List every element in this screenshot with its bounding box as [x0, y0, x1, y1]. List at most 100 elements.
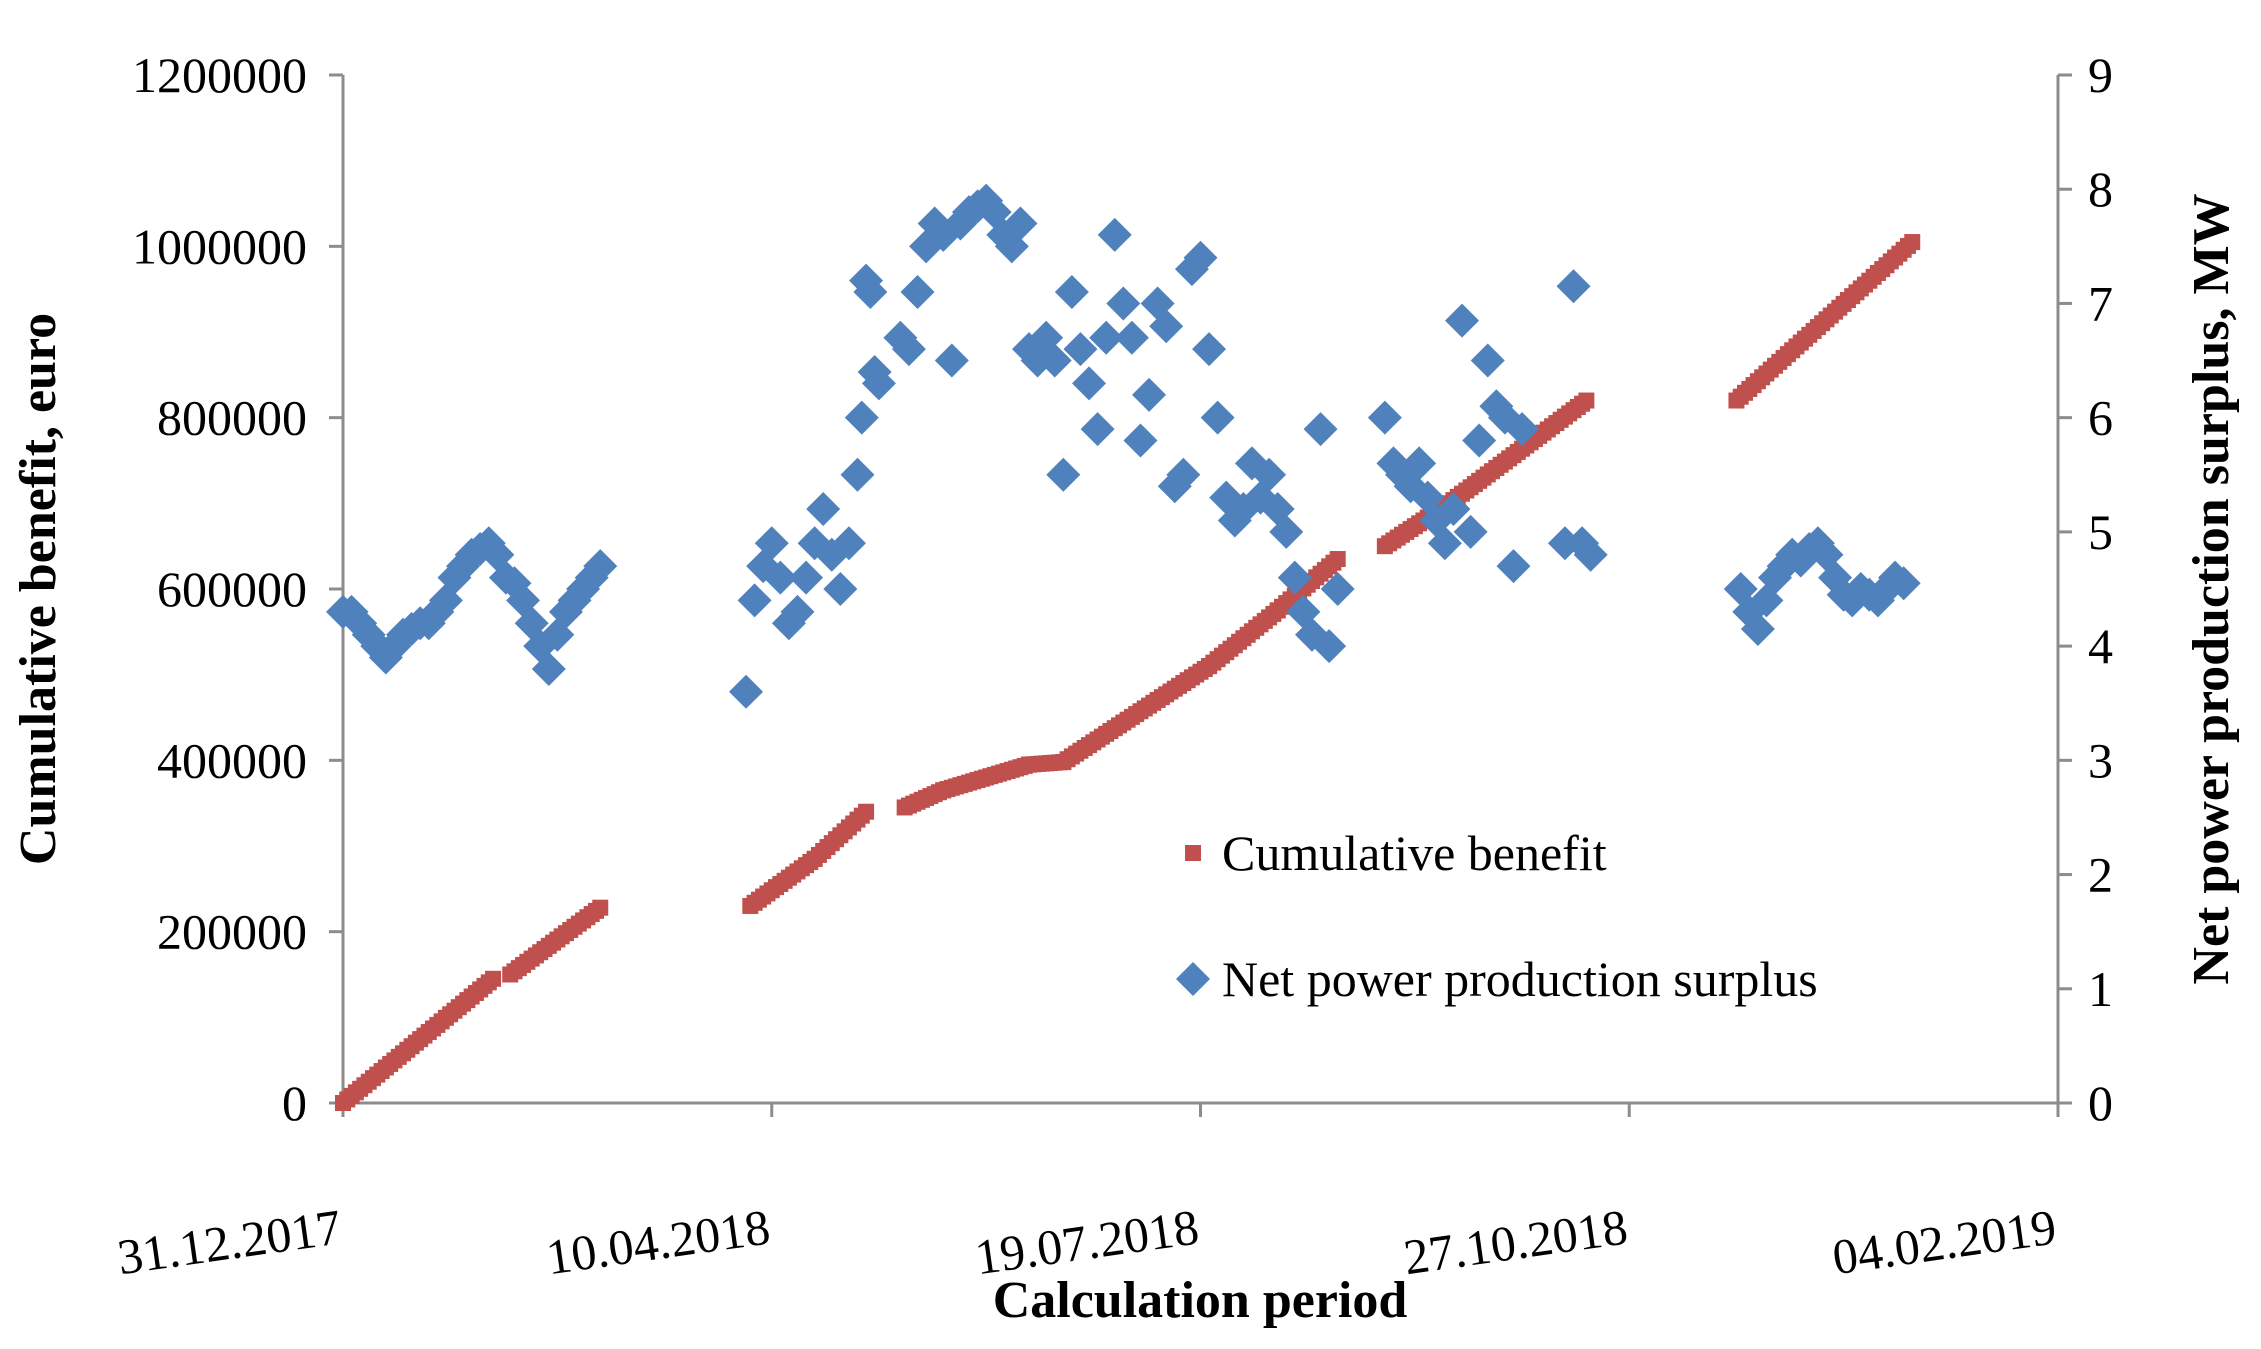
net-power-surplus-point	[1886, 566, 1921, 601]
net-power-surplus-point	[861, 366, 896, 401]
net-power-surplus-point	[754, 526, 789, 561]
x-tick-label: 27.10.2018	[1400, 1198, 1631, 1285]
net-power-surplus-point	[1470, 343, 1505, 378]
right-y-tick-label: 7	[2088, 275, 2113, 331]
net-power-surplus-point	[1063, 332, 1098, 367]
net-power-surplus-point	[1496, 549, 1531, 584]
net-power-surplus-point	[831, 526, 866, 561]
net-power-surplus-point	[1192, 332, 1227, 367]
left-y-tick-label: 1000000	[132, 218, 307, 274]
legend: Cumulative benefit Net power production …	[1176, 825, 1818, 1007]
net-power-surplus-point	[1312, 629, 1347, 664]
x-axis-title: Calculation period	[993, 1272, 1408, 1329]
net-power-surplus-point	[1277, 560, 1312, 595]
left-y-tick-label: 0	[282, 1075, 307, 1131]
net-power-surplus-point	[1166, 457, 1201, 492]
net-power-surplus-point	[1123, 423, 1158, 458]
series-cumulative-benefit	[335, 234, 1921, 1111]
left-y-tick-label: 600000	[157, 561, 307, 617]
cumulative-benefit-point	[1329, 551, 1346, 568]
net-power-surplus-point	[737, 583, 772, 618]
cumulative-benefit-point	[858, 803, 875, 820]
net-power-surplus-point	[1427, 526, 1462, 561]
net-power-surplus-point	[1740, 611, 1775, 646]
right-y-tick-label: 8	[2088, 161, 2113, 217]
net-power-surplus-point	[1453, 514, 1488, 549]
cumulative-benefit-point	[485, 970, 502, 987]
net-power-surplus-point	[1505, 412, 1540, 447]
left-y-axis-title: Cumulative benefit, euro	[10, 313, 67, 865]
net-power-surplus-point	[1547, 526, 1582, 561]
net-power-surplus-point	[1573, 537, 1608, 572]
net-power-surplus-point	[1200, 400, 1235, 435]
net-power-surplus-point	[789, 560, 824, 595]
x-tick-label: 10.04.2018	[543, 1198, 774, 1285]
net-power-surplus-point	[1097, 217, 1132, 252]
net-power-surplus-point	[900, 275, 935, 310]
net-power-surplus-point	[1174, 252, 1209, 287]
net-power-surplus-point	[1072, 366, 1107, 401]
legend-label-cumulative-benefit: Cumulative benefit	[1222, 825, 1607, 881]
series-net-power-surplus	[326, 183, 1921, 709]
right-y-tick-label: 4	[2088, 618, 2113, 674]
cumulative-benefit-point	[1578, 392, 1595, 409]
left-y-tick-label: 400000	[157, 732, 307, 788]
right-y-tick-label: 0	[2088, 1075, 2113, 1131]
net-power-surplus-point	[823, 572, 858, 606]
plot-area	[341, 75, 2060, 1105]
net-power-surplus-point	[780, 594, 815, 629]
net-power-surplus-point	[806, 492, 841, 527]
net-power-surplus-point	[1054, 275, 1089, 310]
right-y-ticks: 0 1 2 3 4 5 6 7 8 9	[2058, 47, 2113, 1131]
net-power-surplus-point	[1320, 572, 1355, 606]
right-y-tick-label: 5	[2088, 504, 2113, 560]
right-y-tick-label: 3	[2088, 732, 2113, 788]
net-power-surplus-point	[1402, 446, 1437, 481]
net-power-surplus-point	[1132, 377, 1167, 412]
net-power-surplus-point	[1303, 412, 1338, 447]
cumulative-benefit-point	[1904, 234, 1921, 251]
net-power-surplus-point	[1462, 423, 1497, 458]
net-power-surplus-point	[1436, 492, 1471, 527]
net-power-surplus-point	[531, 651, 566, 686]
net-power-surplus-point	[934, 343, 969, 378]
net-power-surplus-point	[1003, 206, 1038, 241]
net-power-surplus-point	[853, 275, 888, 310]
net-power-surplus-point	[844, 400, 879, 435]
left-y-ticks: 0 200000 400000 600000 800000 1000000 1200000	[132, 47, 343, 1131]
left-y-tick-label: 200000	[157, 904, 307, 960]
left-y-tick-label: 800000	[157, 390, 307, 446]
x-tick-label: 04.02.2019	[1829, 1198, 2060, 1285]
net-power-surplus-point	[840, 457, 875, 492]
legend-marker-cumulative-benefit	[1185, 845, 1201, 861]
cumulative-benefit-point	[592, 899, 609, 916]
net-power-surplus-point	[891, 332, 926, 367]
net-power-surplus-point	[1183, 240, 1218, 275]
net-power-surplus-point	[1149, 309, 1184, 344]
x-tick-label: 31.12.2017	[114, 1198, 345, 1285]
right-y-tick-label: 6	[2088, 390, 2113, 446]
net-power-surplus-point	[583, 549, 618, 584]
net-power-surplus-point	[1114, 320, 1149, 355]
left-y-tick-label: 1200000	[132, 47, 307, 103]
right-y-axis-title: Net power production surplus, MW	[2183, 193, 2240, 984]
net-power-surplus-point	[1269, 514, 1304, 549]
net-power-surplus-point	[729, 674, 764, 709]
right-y-tick-label: 9	[2088, 47, 2113, 103]
right-y-tick-label: 1	[2088, 961, 2113, 1017]
net-power-surplus-point	[1046, 457, 1081, 492]
net-power-surplus-point	[1367, 400, 1402, 435]
net-power-surplus-point	[1445, 303, 1480, 338]
net-power-surplus-point	[1252, 457, 1287, 492]
net-power-surplus-point	[1556, 269, 1591, 304]
net-power-surplus-point	[1089, 320, 1124, 355]
legend-label-net-power-surplus: Net power production surplus	[1222, 951, 1818, 1007]
x-ticks: 31.12.2017 10.04.2018 19.07.2018 27.10.2018…	[114, 1103, 2060, 1285]
net-power-surplus-point	[763, 560, 798, 595]
net-power-surplus-point	[1106, 286, 1141, 321]
right-y-tick-label: 2	[2088, 847, 2113, 903]
legend-marker-net-power-surplus	[1176, 962, 1210, 996]
net-power-surplus-point	[1080, 412, 1115, 447]
net-power-surplus-point	[1037, 343, 1072, 378]
